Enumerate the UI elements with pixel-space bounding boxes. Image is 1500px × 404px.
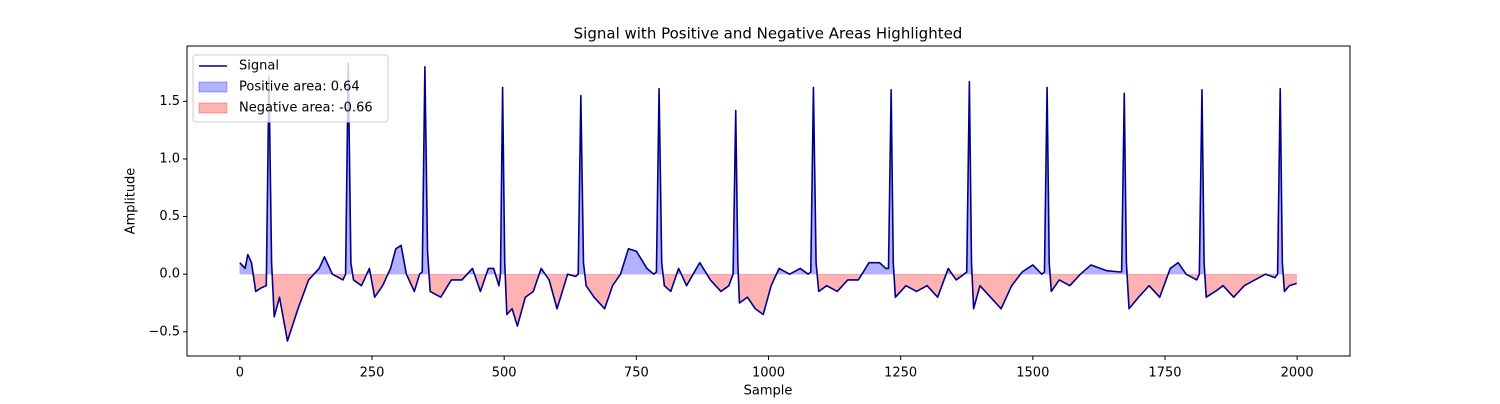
y-tick-label: 1.0 (159, 151, 180, 166)
y-tick-label: 1.5 (159, 94, 180, 109)
y-tick-label: 0.5 (159, 209, 180, 224)
area-fill (239, 63, 1297, 275)
x-tick-label: 1500 (1016, 366, 1049, 381)
x-tick-label: 500 (492, 366, 517, 381)
legend-label: Signal (239, 59, 279, 74)
x-tick-label: 0 (236, 366, 244, 381)
y-axis-label: Amplitude (124, 168, 139, 235)
plot-area (239, 62, 1297, 342)
x-tick-label: 1750 (1148, 366, 1181, 381)
signal-line (239, 62, 1297, 342)
legend-label: Positive area: 0.64 (239, 80, 360, 95)
x-tick-label: 250 (360, 366, 385, 381)
y-tick-label: 0.0 (159, 267, 180, 282)
x-tick-label: 1250 (884, 366, 917, 381)
legend-box (192, 54, 389, 123)
y-tick-label: −0.5 (148, 324, 180, 339)
chart-title: Signal with Positive and Negative Areas … (574, 25, 963, 43)
x-tick-label: 1000 (752, 366, 785, 381)
legend-swatch (198, 102, 228, 114)
x-tick-label: 750 (624, 366, 649, 381)
legend: Signal Positive area: 0.64 Negative area: … (192, 54, 389, 123)
legend-swatch (198, 81, 228, 93)
legend-label: Negative area: -0.66 (239, 101, 373, 116)
x-axis-label: Sample (744, 384, 793, 399)
area-fill (239, 274, 1297, 342)
x-tick-label: 2000 (1281, 366, 1314, 381)
